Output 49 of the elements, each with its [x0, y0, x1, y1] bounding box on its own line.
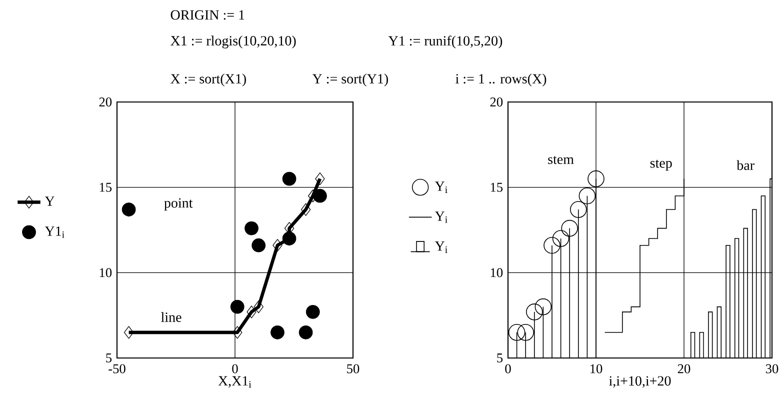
- text: Y1 := runif(10,5,20): [388, 36, 502, 48]
- point: [306, 304, 320, 319]
- x-axis-title: i,i+10,i+20: [609, 376, 671, 388]
- legend-label: Y1$_{i}$: [44, 226, 64, 238]
- y-tick-label: 10: [490, 268, 503, 278]
- point: [252, 238, 266, 252]
- x-tick-label: 50: [347, 364, 360, 374]
- annotation: bar: [736, 160, 754, 170]
- point: [282, 172, 296, 186]
- point: [313, 188, 327, 203]
- point: [246, 306, 256, 318]
- x-tick-label: 0: [232, 364, 238, 374]
- y-tick-label: 10: [100, 268, 112, 278]
- point: [244, 221, 258, 236]
- point: [272, 239, 282, 252]
- x-axis-title: X,X1$_{i}$: [218, 376, 252, 388]
- point: [300, 203, 311, 216]
- x-tick-label: 0: [505, 364, 511, 374]
- y-tick-label: 5: [497, 354, 503, 362]
- point: [230, 300, 244, 314]
- y-tick-label: 20: [99, 98, 112, 106]
- legend-label: Y$_{i}$: [434, 212, 448, 223]
- x-tick-label: 10: [590, 364, 602, 374]
- y-tick-label: 20: [490, 98, 503, 106]
- annotation: point: [164, 198, 193, 211]
- text: X1 := rlogis(10,20,10): [170, 36, 296, 48]
- legend-label: Y: [44, 196, 54, 206]
- x-tick-label: 30: [766, 364, 778, 374]
- legend-label: Y$_{i}$: [434, 182, 448, 193]
- point: [315, 172, 325, 186]
- point: [124, 326, 134, 339]
- point: [232, 326, 242, 339]
- text: X := sort(X1): [170, 74, 246, 86]
- x-tick-label: 20: [678, 364, 690, 374]
- y-tick-label: 15: [100, 182, 112, 192]
- point: [270, 325, 284, 340]
- text: ORIGIN := 1: [170, 10, 244, 20]
- point: [254, 300, 264, 314]
- annotation: line: [161, 312, 182, 322]
- y-tick-label: 5: [106, 354, 112, 362]
- text: i := 1 .. rows(X): [456, 74, 546, 86]
- annotation: step: [650, 160, 672, 171]
- x-tick-label: -50: [108, 364, 126, 374]
- y-tick-label: 15: [490, 182, 503, 192]
- legend-label: Y$_{i}$: [434, 242, 448, 253]
- text: Y := sort(Y1): [312, 74, 388, 86]
- point: [122, 202, 136, 216]
- annotation: stem: [548, 156, 574, 164]
- point: [298, 325, 313, 340]
